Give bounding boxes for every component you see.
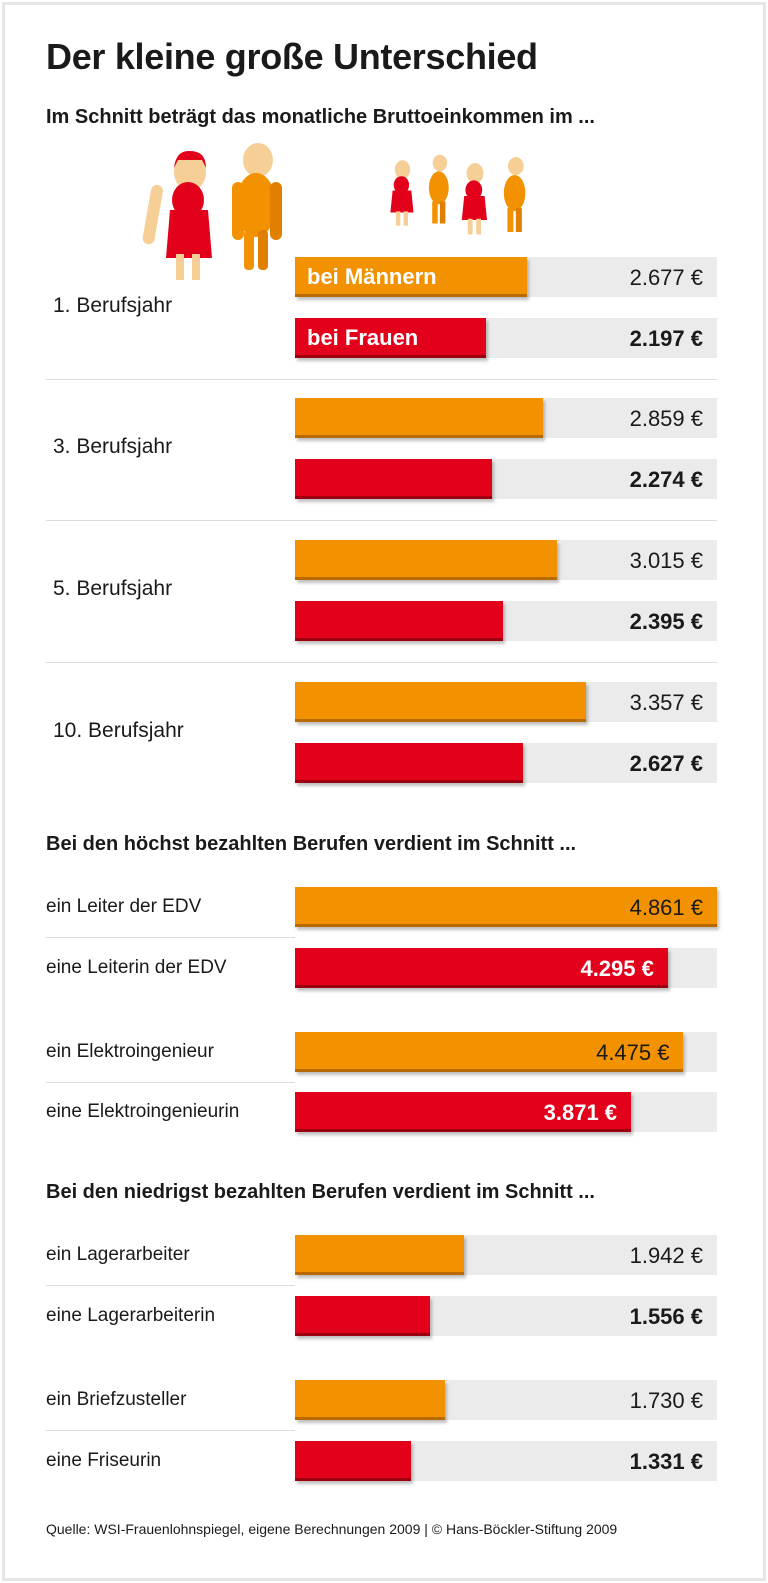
bar-men [295, 1380, 446, 1420]
data-label: 2.627 € [629, 751, 703, 776]
data-label: 4.475 € [596, 1040, 670, 1065]
category-label: 5. Berufsjahr [53, 577, 173, 600]
small-figures-icon [461, 157, 526, 235]
legend-label: bei Frauen [307, 325, 419, 350]
small-figures-icon [390, 154, 449, 226]
data-label: 2.677 € [629, 265, 703, 290]
bar-women [295, 743, 524, 783]
category-label: eine Elektroingenieurin [46, 1101, 240, 1122]
divider [46, 1082, 295, 1083]
divider [46, 937, 295, 938]
divider [46, 662, 717, 663]
data-label: 2.859 € [629, 406, 703, 431]
category-label: ein Leiter der EDV [46, 896, 202, 917]
bar-women [295, 459, 493, 499]
bar-women: bei Frauen [295, 318, 486, 358]
bar-men-track: 1.730 € [295, 1380, 717, 1420]
data-label: 3.015 € [629, 548, 703, 573]
bar-women-track: 1.556 € [295, 1296, 717, 1336]
bar-women-track: 3.871 € [295, 1092, 717, 1132]
data-label: 3.871 € [543, 1100, 618, 1125]
bar-women: 4.295 € [295, 948, 668, 988]
bar-men [295, 1235, 464, 1275]
section-heading: Bei den niedrigst bezahlten Berufen verd… [46, 1181, 595, 1203]
divider [46, 520, 717, 521]
bar-men: bei Männern [295, 257, 528, 297]
bar-men: 4.861 € [295, 887, 717, 927]
category-label: 10. Berufsjahr [53, 719, 184, 742]
bar-women-track: 2.627 € [295, 743, 717, 783]
bar-women-track: 2.395 € [295, 601, 717, 641]
divider [46, 379, 717, 380]
data-label: 3.357 € [629, 690, 703, 715]
category-label: eine Lagerarbeiterin [46, 1305, 216, 1326]
divider [46, 1430, 295, 1431]
data-label: 2.197 € [629, 326, 703, 351]
category-label: 3. Berufsjahr [53, 435, 173, 458]
data-label: 4.295 € [580, 956, 654, 981]
man-figure-icon [232, 143, 282, 270]
bar-men [295, 540, 557, 580]
bar-men-track: 2.859 € [295, 398, 717, 438]
bar-men-track: 3.015 € [295, 540, 717, 580]
bar-men [295, 398, 544, 438]
bar-women-track: bei Frauen 2.197 € [295, 318, 717, 358]
woman-figure-icon [142, 150, 212, 280]
figures-illustration [142, 143, 526, 280]
page-title: Der kleine große Unterschied [46, 36, 538, 77]
bar-men-track: 3.357 € [295, 682, 717, 722]
section-heading: Bei den höchst bezahlten Berufen verdien… [46, 833, 577, 855]
category-label: 1. Berufsjahr [53, 294, 173, 317]
bar-men-track: 1.942 € [295, 1235, 717, 1275]
data-label: 1.556 € [629, 1304, 703, 1329]
subtitle: Im Schnitt beträgt das monatliche Brutto… [46, 106, 595, 128]
data-label: 2.395 € [629, 609, 703, 634]
bar-women-track: 1.331 € [295, 1441, 717, 1481]
category-label: eine Leiterin der EDV [46, 957, 227, 978]
data-label: 4.861 € [629, 895, 703, 920]
data-label: 1.942 € [629, 1243, 703, 1268]
bar-men-track: bei Männern 2.677 € [295, 257, 717, 297]
data-label: 1.730 € [629, 1388, 703, 1413]
category-label: ein Lagerarbeiter [46, 1244, 190, 1265]
bar-women [295, 1441, 411, 1481]
legend-label: bei Männern [307, 264, 437, 289]
bar-women [295, 601, 503, 641]
bar-men-track: 4.861 € [295, 887, 717, 927]
bar-women: 3.871 € [295, 1092, 632, 1132]
category-label: ein Briefzusteller [46, 1389, 187, 1410]
bar-women [295, 1296, 431, 1336]
category-label: eine Friseurin [46, 1450, 162, 1471]
data-label: 1.331 € [629, 1449, 703, 1474]
divider [46, 1285, 295, 1286]
bar-women-track: 4.295 € [295, 948, 717, 988]
bar-men: 4.475 € [295, 1032, 684, 1072]
bar-women-track: 2.274 € [295, 459, 717, 499]
bar-men [295, 682, 587, 722]
footer-source: Quelle: WSI-Frauenlohnspiegel, eigene Be… [46, 1521, 618, 1537]
data-label: 2.274 € [629, 467, 703, 492]
bar-men-track: 4.475 € [295, 1032, 717, 1072]
category-label: ein Elektroingenieur [46, 1041, 214, 1062]
